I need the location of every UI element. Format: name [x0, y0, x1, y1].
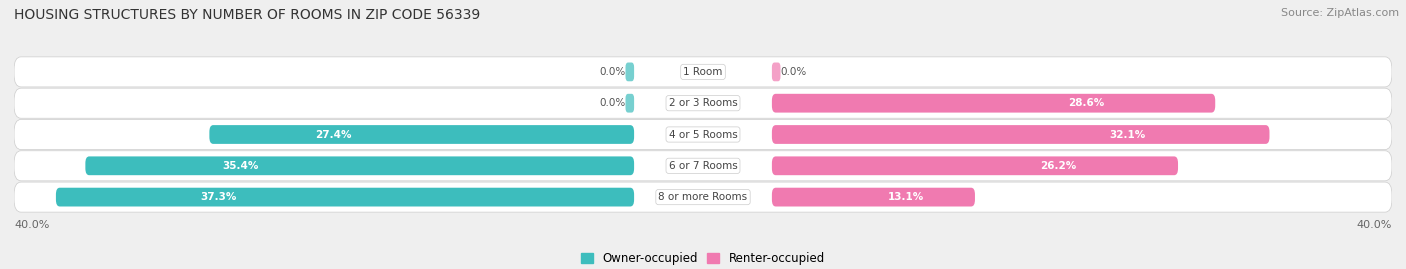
Text: 0.0%: 0.0%: [599, 98, 626, 108]
Text: 13.1%: 13.1%: [889, 192, 924, 202]
Text: 8 or more Rooms: 8 or more Rooms: [658, 192, 748, 202]
Text: HOUSING STRUCTURES BY NUMBER OF ROOMS IN ZIP CODE 56339: HOUSING STRUCTURES BY NUMBER OF ROOMS IN…: [14, 8, 481, 22]
Legend: Owner-occupied, Renter-occupied: Owner-occupied, Renter-occupied: [576, 247, 830, 269]
Text: Source: ZipAtlas.com: Source: ZipAtlas.com: [1281, 8, 1399, 18]
Text: 2 or 3 Rooms: 2 or 3 Rooms: [669, 98, 737, 108]
Text: 40.0%: 40.0%: [14, 220, 49, 230]
Text: 6 or 7 Rooms: 6 or 7 Rooms: [669, 161, 737, 171]
FancyBboxPatch shape: [772, 94, 1215, 113]
Text: 0.0%: 0.0%: [780, 67, 807, 77]
FancyBboxPatch shape: [14, 119, 1392, 150]
FancyBboxPatch shape: [56, 188, 634, 207]
FancyBboxPatch shape: [86, 156, 634, 175]
Text: 40.0%: 40.0%: [1357, 220, 1392, 230]
FancyBboxPatch shape: [772, 62, 780, 81]
FancyBboxPatch shape: [772, 156, 1178, 175]
FancyBboxPatch shape: [772, 125, 1270, 144]
FancyBboxPatch shape: [626, 62, 634, 81]
Text: 27.4%: 27.4%: [315, 129, 352, 140]
Text: 32.1%: 32.1%: [1109, 129, 1144, 140]
FancyBboxPatch shape: [209, 125, 634, 144]
Text: 4 or 5 Rooms: 4 or 5 Rooms: [669, 129, 737, 140]
Text: 35.4%: 35.4%: [222, 161, 259, 171]
Text: 26.2%: 26.2%: [1040, 161, 1077, 171]
FancyBboxPatch shape: [626, 94, 634, 113]
FancyBboxPatch shape: [14, 57, 1392, 87]
Text: 1 Room: 1 Room: [683, 67, 723, 77]
FancyBboxPatch shape: [14, 182, 1392, 212]
Text: 28.6%: 28.6%: [1069, 98, 1104, 108]
FancyBboxPatch shape: [14, 151, 1392, 181]
FancyBboxPatch shape: [772, 188, 974, 207]
Text: 37.3%: 37.3%: [201, 192, 236, 202]
Text: 0.0%: 0.0%: [599, 67, 626, 77]
FancyBboxPatch shape: [14, 88, 1392, 118]
